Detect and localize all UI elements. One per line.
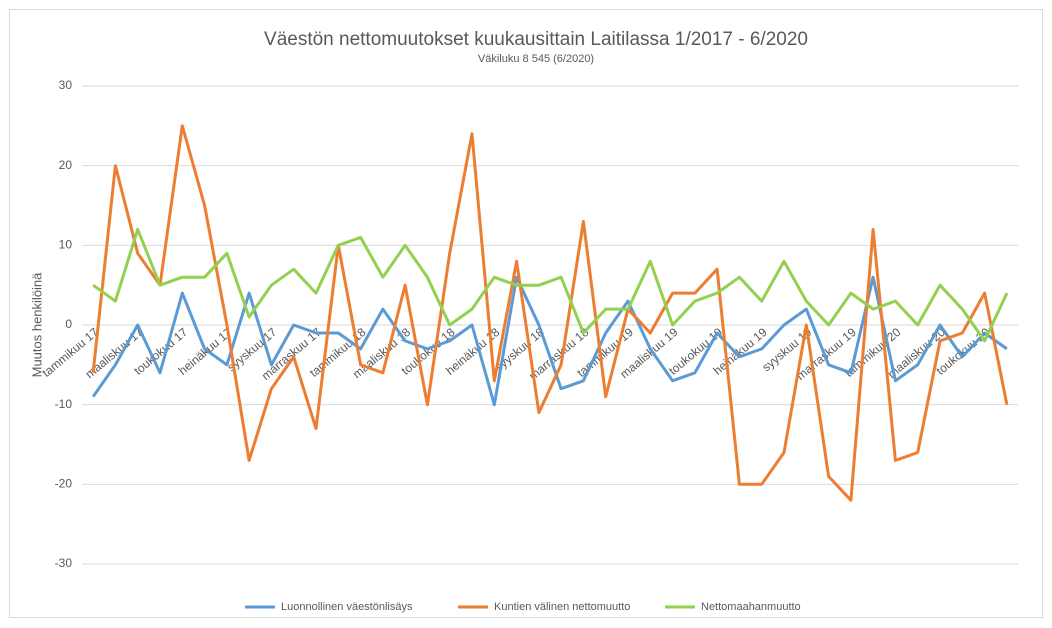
- legend-label: Nettomaahanmuutto: [701, 601, 801, 613]
- y-axis-title: Muutos henkilöinä: [29, 272, 44, 378]
- chart-frame: [9, 9, 1043, 618]
- y-tick-label: 20: [59, 158, 73, 172]
- legend-label: Kuntien välinen nettomuutto: [494, 601, 630, 613]
- y-tick-label: -10: [55, 397, 73, 411]
- y-tick-label: 30: [59, 78, 73, 92]
- chart-title: Väestön nettomuutokset kuukausittain Lai…: [264, 29, 808, 50]
- legend-label: Luonnollinen väestönlisäys: [281, 601, 413, 613]
- y-tick-label: 0: [65, 317, 72, 331]
- data-line: [92, 227, 1009, 343]
- y-tick-label: -30: [55, 556, 73, 570]
- y-tick-label: -20: [55, 477, 73, 491]
- data-line: [91, 124, 1009, 502]
- chart-subtitle: Väkiluku 8 545 (6/2020): [478, 53, 594, 65]
- y-tick-label: 10: [59, 238, 73, 252]
